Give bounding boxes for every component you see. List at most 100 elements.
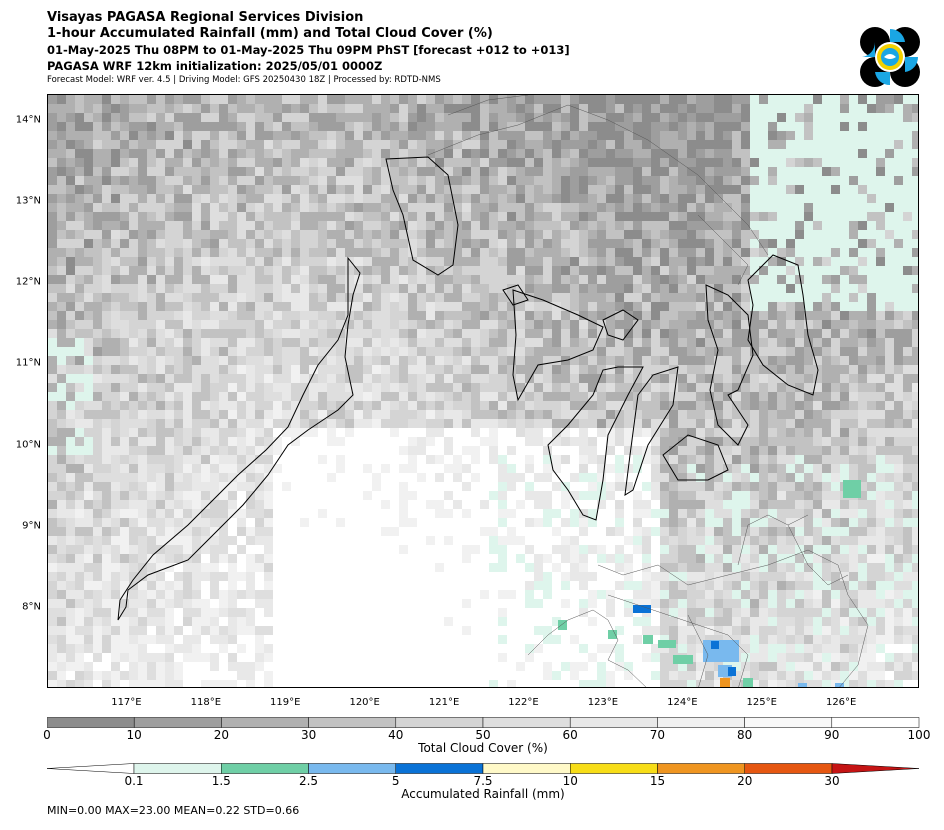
grid-cell [498,311,508,321]
grid-cell [336,203,346,213]
grid-cell [498,509,508,519]
grid-cell [228,176,238,186]
grid-cell [678,491,688,501]
grid-cell [336,140,346,150]
grid-cell [264,356,274,366]
grid-cell [309,122,319,132]
grid-cell [57,95,67,105]
grid-cell [453,392,463,402]
grid-cell [444,446,454,456]
grid-cell [174,212,184,222]
grid-cell [363,194,373,204]
grid-cell [84,149,94,159]
grid-cell [471,347,481,357]
grid-cell [471,518,481,528]
grid-cell [399,428,409,438]
grid-cell [444,194,454,204]
grid-cell [219,230,229,240]
grid-cell [813,536,823,546]
grid-cell [147,293,157,303]
grid-cell [363,248,373,258]
grid-cell [831,482,841,492]
grid-cell [777,185,787,195]
grid-cell [84,455,94,465]
grid-cell [102,275,112,285]
grid-cell [777,482,787,492]
grid-cell [534,311,544,321]
grid-cell [732,131,742,141]
grid-cell [912,158,918,168]
grid-cell [192,545,202,555]
grid-cell [183,176,193,186]
grid-cell [642,491,652,501]
grid-cell [570,545,580,555]
grid-cell [768,95,778,105]
grid-cell [687,230,697,240]
grid-cell [66,392,76,402]
grid-cell [264,545,274,555]
grid-cell [120,275,130,285]
grid-cell [777,131,787,141]
grid-cell [48,122,58,132]
grid-cell [840,185,850,195]
grid-cell [714,356,724,366]
grid-cell [93,113,103,123]
grid-cell [858,302,868,312]
grid-cell [57,527,67,537]
grid-cell [48,104,58,114]
grid-cell [120,140,130,150]
grid-cell [633,536,643,546]
grid-cell [219,482,229,492]
grid-cell [264,167,274,177]
grid-cell [678,230,688,240]
grid-cell [849,140,859,150]
grid-cell [624,140,634,150]
grid-cell [831,500,841,510]
grid-cell [282,473,292,483]
grid-cell [309,158,319,168]
grid-cell [660,446,670,456]
grid-cell [417,203,427,213]
grid-cell [615,374,625,384]
grid-cell [336,212,346,222]
grid-cell [381,338,391,348]
grid-cell [669,302,679,312]
grid-cell [786,176,796,186]
grid-cell [489,365,499,375]
grid-cell [354,194,364,204]
grid-cell [381,158,391,168]
grid-cell [543,473,553,483]
grid-cell [759,302,769,312]
grid-cell [174,275,184,285]
grid-cell [444,311,454,321]
grid-cell [660,392,670,402]
grid-cell [813,518,823,528]
grid-cell [876,491,886,501]
grid-cell [552,401,562,411]
grid-cell [885,95,895,105]
grid-cell [696,176,706,186]
grid-cell [615,194,625,204]
grid-cell [534,374,544,384]
grid-cell [147,122,157,132]
grid-cell [633,500,643,510]
grid-cell [48,509,58,519]
grid-cell [876,455,886,465]
grid-cell [714,329,724,339]
grid-cell [759,509,769,519]
grid-cell [759,410,769,420]
grid-cell [246,158,256,168]
grid-cell [219,527,229,537]
grid-cell [453,275,463,285]
grid-cell [309,482,319,492]
grid-cell [660,383,670,393]
grid-cell [831,248,841,258]
grid-cell [561,410,571,420]
grid-cell [210,158,220,168]
grid-cell [642,158,652,168]
grid-cell [102,113,112,123]
grid-cell [138,266,148,276]
grid-cell [201,293,211,303]
grid-cell [498,185,508,195]
grid-cell [759,248,769,258]
